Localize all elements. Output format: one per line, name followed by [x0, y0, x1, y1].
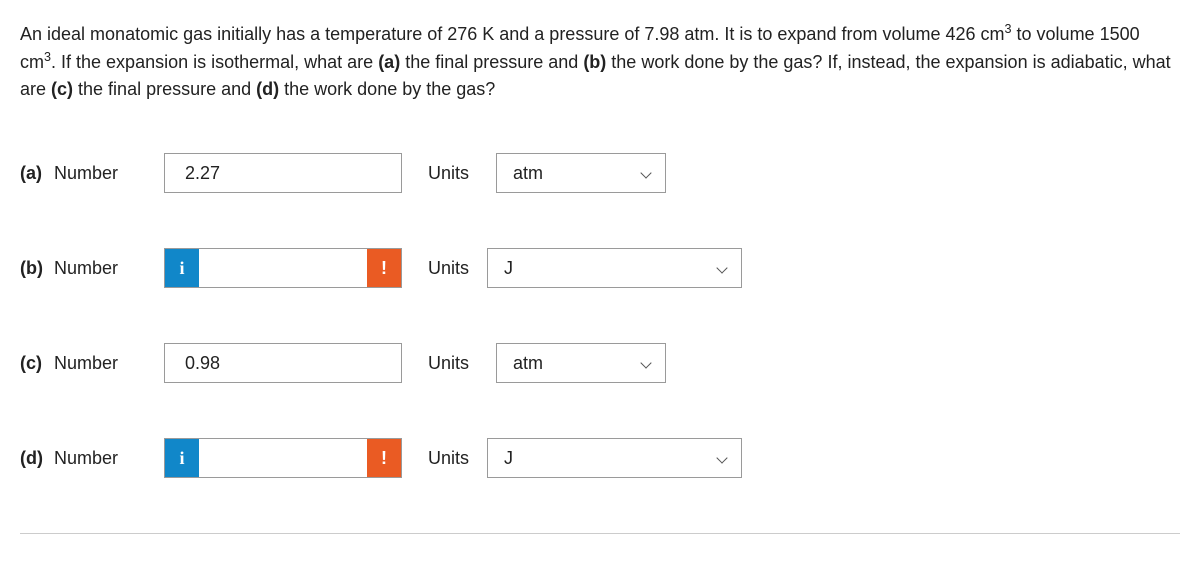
number-input-b[interactable]: i !: [164, 248, 402, 288]
q-parta: (a): [378, 52, 400, 72]
q-partd: (d): [256, 79, 279, 99]
units-label: Units: [428, 163, 496, 184]
warning-icon[interactable]: !: [367, 439, 401, 477]
q-mid6: the work done by the gas?: [279, 79, 495, 99]
units-label: Units: [428, 258, 469, 279]
part-letter: (a): [20, 163, 54, 184]
number-value: 0.98: [177, 353, 389, 374]
part-letter: (d): [20, 448, 54, 469]
number-value: 2.27: [177, 163, 389, 184]
answer-row-b: (b) Number i ! Units J: [20, 248, 1180, 288]
warning-icon[interactable]: !: [367, 249, 401, 287]
chevron-down-icon: [717, 452, 729, 464]
q-mid5: the final pressure and: [73, 79, 256, 99]
number-label: Number: [54, 258, 164, 279]
part-letter: (b): [20, 258, 54, 279]
units-select-b[interactable]: J: [487, 248, 742, 288]
units-label: Units: [428, 353, 496, 374]
answer-row-a: (a) Number 2.27 Units atm: [20, 153, 1180, 193]
number-input-a[interactable]: 2.27: [164, 153, 402, 193]
q-sup2: 3: [44, 50, 51, 64]
q-mid2: . If the expansion is isothermal, what a…: [51, 52, 378, 72]
answer-row-c: (c) Number 0.98 Units atm: [20, 343, 1180, 383]
units-select-c[interactable]: atm: [496, 343, 666, 383]
q-prefix: An ideal monatomic gas initially has a t…: [20, 24, 1005, 44]
number-label: Number: [54, 353, 164, 374]
units-value: J: [504, 258, 513, 279]
units-value: atm: [513, 163, 543, 184]
answer-row-d: (d) Number i ! Units J: [20, 438, 1180, 478]
question-text: An ideal monatomic gas initially has a t…: [20, 20, 1180, 103]
q-partb: (b): [583, 52, 606, 72]
units-value: J: [504, 448, 513, 469]
chevron-down-icon: [641, 357, 653, 369]
q-mid3: the final pressure and: [400, 52, 583, 72]
units-select-a[interactable]: atm: [496, 153, 666, 193]
number-label: Number: [54, 163, 164, 184]
units-label: Units: [428, 448, 469, 469]
chevron-down-icon: [717, 262, 729, 274]
units-select-d[interactable]: J: [487, 438, 742, 478]
number-label: Number: [54, 448, 164, 469]
q-sup1: 3: [1005, 22, 1012, 36]
chevron-down-icon: [641, 167, 653, 179]
info-icon[interactable]: i: [165, 439, 199, 477]
part-letter: (c): [20, 353, 54, 374]
number-input-c[interactable]: 0.98: [164, 343, 402, 383]
info-icon[interactable]: i: [165, 249, 199, 287]
number-input-d[interactable]: i !: [164, 438, 402, 478]
q-partc: (c): [51, 79, 73, 99]
units-value: atm: [513, 353, 543, 374]
